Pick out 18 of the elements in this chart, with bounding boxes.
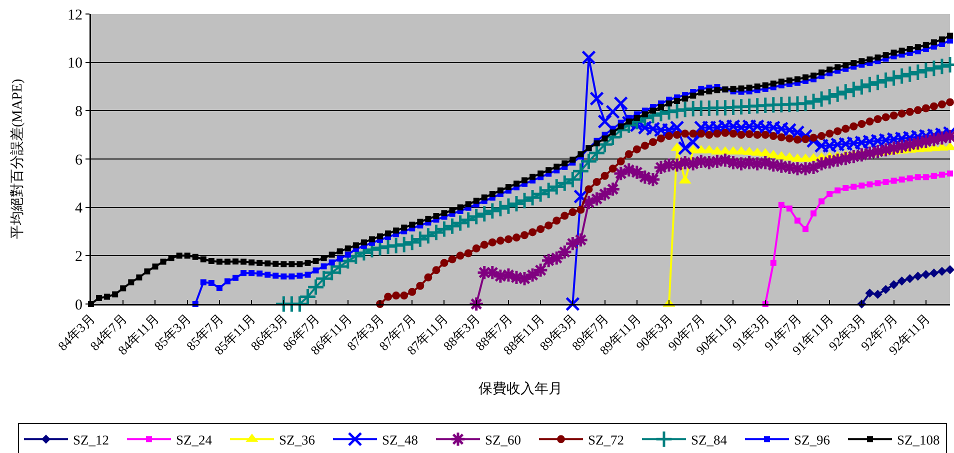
y-tick-label: 6	[75, 152, 83, 168]
legend-label: SZ_48	[382, 432, 418, 448]
y-tick-label: 2	[75, 248, 82, 265]
legend-label: SZ_24	[176, 432, 212, 448]
y-tick-label: 12	[68, 7, 82, 24]
legend-label: SZ_12	[72, 432, 109, 448]
legend-label: SZ_60	[484, 432, 522, 448]
legend-label: SZ_36	[278, 432, 316, 448]
x-axis-title: 保費收入年月	[478, 380, 562, 397]
legend-label: SZ_108	[896, 432, 940, 448]
legend-label: SZ_84	[690, 432, 728, 448]
y-tick-label: 0	[75, 297, 82, 314]
legend-label: SZ_96	[794, 432, 830, 448]
y-tick-label: 10	[68, 56, 82, 72]
y-tick-label: 4	[75, 200, 83, 217]
legend-label: SZ_72	[588, 432, 624, 448]
y-tick-label: 8	[75, 104, 82, 120]
y-axis-title: 平均絕對百分誤差(MAPE)	[9, 78, 26, 240]
